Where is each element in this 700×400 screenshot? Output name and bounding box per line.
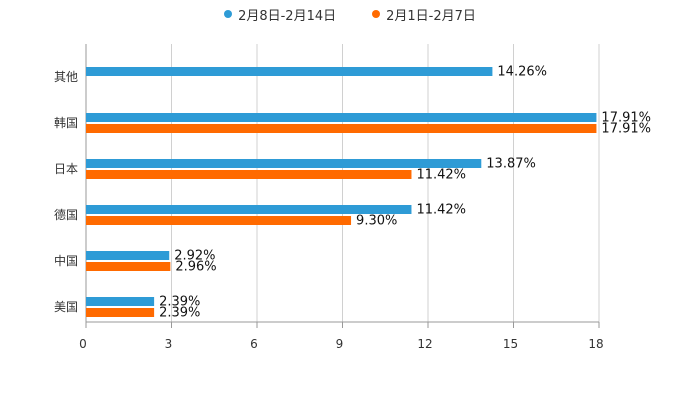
x-tick-label: 15 [503, 337, 518, 351]
bar-series-1[interactable] [86, 159, 482, 168]
bar-series-2[interactable] [86, 124, 597, 133]
bar-series-1[interactable] [86, 67, 493, 76]
x-tick-label: 18 [588, 337, 603, 351]
data-label: 11.42% [416, 203, 466, 218]
legend-marker-series-2 [372, 10, 381, 18]
category-label: 日本 [54, 162, 78, 176]
x-tick-label: 12 [417, 337, 432, 351]
data-label: 9.30% [356, 214, 397, 229]
legend-label-series-1: 2月8日-2月14日 [238, 8, 337, 24]
x-tick-label: 0 [79, 337, 87, 351]
legend-label-series-2: 2月1日-2月7日 [386, 8, 476, 24]
category-label: 其他 [54, 70, 78, 84]
data-label: 2.96% [175, 260, 216, 275]
category-label: 美国 [54, 300, 78, 314]
category-label: 中国 [54, 253, 78, 268]
legend: 2月8日-2月14日 2月1日-2月7日 [0, 4, 700, 24]
bar-series-1[interactable] [86, 205, 412, 214]
bar-series-1[interactable] [86, 113, 597, 122]
bar-series-2[interactable] [86, 216, 352, 225]
x-tick-label: 3 [165, 337, 173, 351]
x-tick-label: 9 [336, 337, 344, 351]
bar-series-2[interactable] [86, 308, 155, 317]
data-label: 2.39% [159, 306, 200, 321]
bar-series-1[interactable] [86, 297, 155, 306]
bar-series-2[interactable] [86, 262, 171, 271]
bar-series-1[interactable] [86, 251, 170, 260]
legend-marker-series-1 [224, 10, 233, 18]
data-label: 17.91% [601, 111, 651, 126]
data-label: 14.26% [497, 65, 547, 80]
bar-series-2[interactable] [86, 170, 412, 179]
data-label: 17.91% [601, 122, 651, 137]
category-label: 德国 [54, 207, 78, 222]
legend-item-series-2[interactable]: 2月1日-2月7日 [372, 4, 476, 24]
x-tick-label: 6 [250, 337, 258, 351]
category-label: 韩国 [54, 115, 78, 130]
data-label: 11.42% [416, 168, 466, 183]
data-label: 2.92% [174, 249, 215, 264]
legend-item-series-1[interactable]: 2月8日-2月14日 [224, 4, 336, 24]
data-label: 13.87% [486, 157, 536, 172]
data-label: 2.39% [159, 295, 200, 310]
